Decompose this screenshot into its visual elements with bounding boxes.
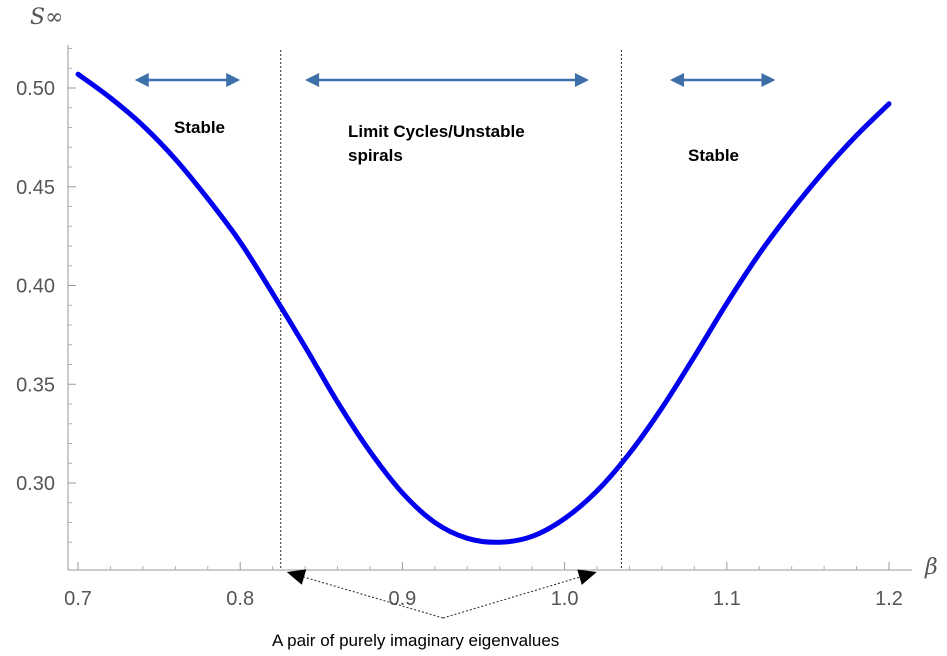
y-tick-label: 0.35: [16, 374, 55, 396]
x-tick-label: 1.0: [551, 588, 579, 610]
annotation: [286, 569, 597, 619]
arrow-head-left: [305, 73, 320, 87]
x-tick-label: 0.7: [64, 588, 92, 610]
annotation-arrow: [286, 569, 444, 619]
y-tick-label: 0.30: [16, 473, 55, 495]
x-tick-label: 1.2: [875, 588, 903, 610]
annotation-arrow-head: [577, 569, 597, 585]
x-axis-label: β: [924, 555, 938, 580]
arrow-head-left: [670, 73, 685, 87]
region-double-arrow: [670, 73, 776, 87]
region-label-spirals: spirals: [348, 146, 403, 165]
arrow-head-left: [134, 73, 149, 87]
annotation-text: A pair of purely imaginary eigenvalues: [272, 631, 559, 650]
arrow-head-right: [226, 73, 241, 87]
region-label-stable-left: Stable: [174, 118, 225, 137]
annotation-arrow: [442, 569, 597, 619]
x-tick-label: 0.9: [388, 588, 416, 610]
y-tick-label: 0.45: [16, 177, 55, 199]
arrow-head-right: [761, 73, 776, 87]
axes: 0.7 0.8 0.9 1.0 1.1 1.2 0.30 0.35 0.40 0.45 0.50: [16, 45, 912, 610]
y-tick-label: 0.50: [16, 78, 55, 100]
x-tick-label: 0.8: [226, 588, 254, 610]
region-double-arrow: [134, 73, 241, 87]
series-line: [75, 71, 892, 545]
annotation-arrow-line: [303, 576, 444, 619]
region-label-limit-cycles: Limit Cycles/Unstable: [348, 122, 525, 141]
y-axis-label: S∞: [30, 5, 63, 30]
x-tick-label: 1.1: [713, 588, 741, 610]
region-double-arrow: [305, 73, 589, 87]
region-arrows: [134, 73, 776, 87]
annotation-arrow-head: [286, 569, 307, 585]
region-label-stable-right: Stable: [688, 146, 739, 165]
arrow-head-right: [574, 73, 589, 87]
y-tick-label: 0.40: [16, 276, 55, 298]
